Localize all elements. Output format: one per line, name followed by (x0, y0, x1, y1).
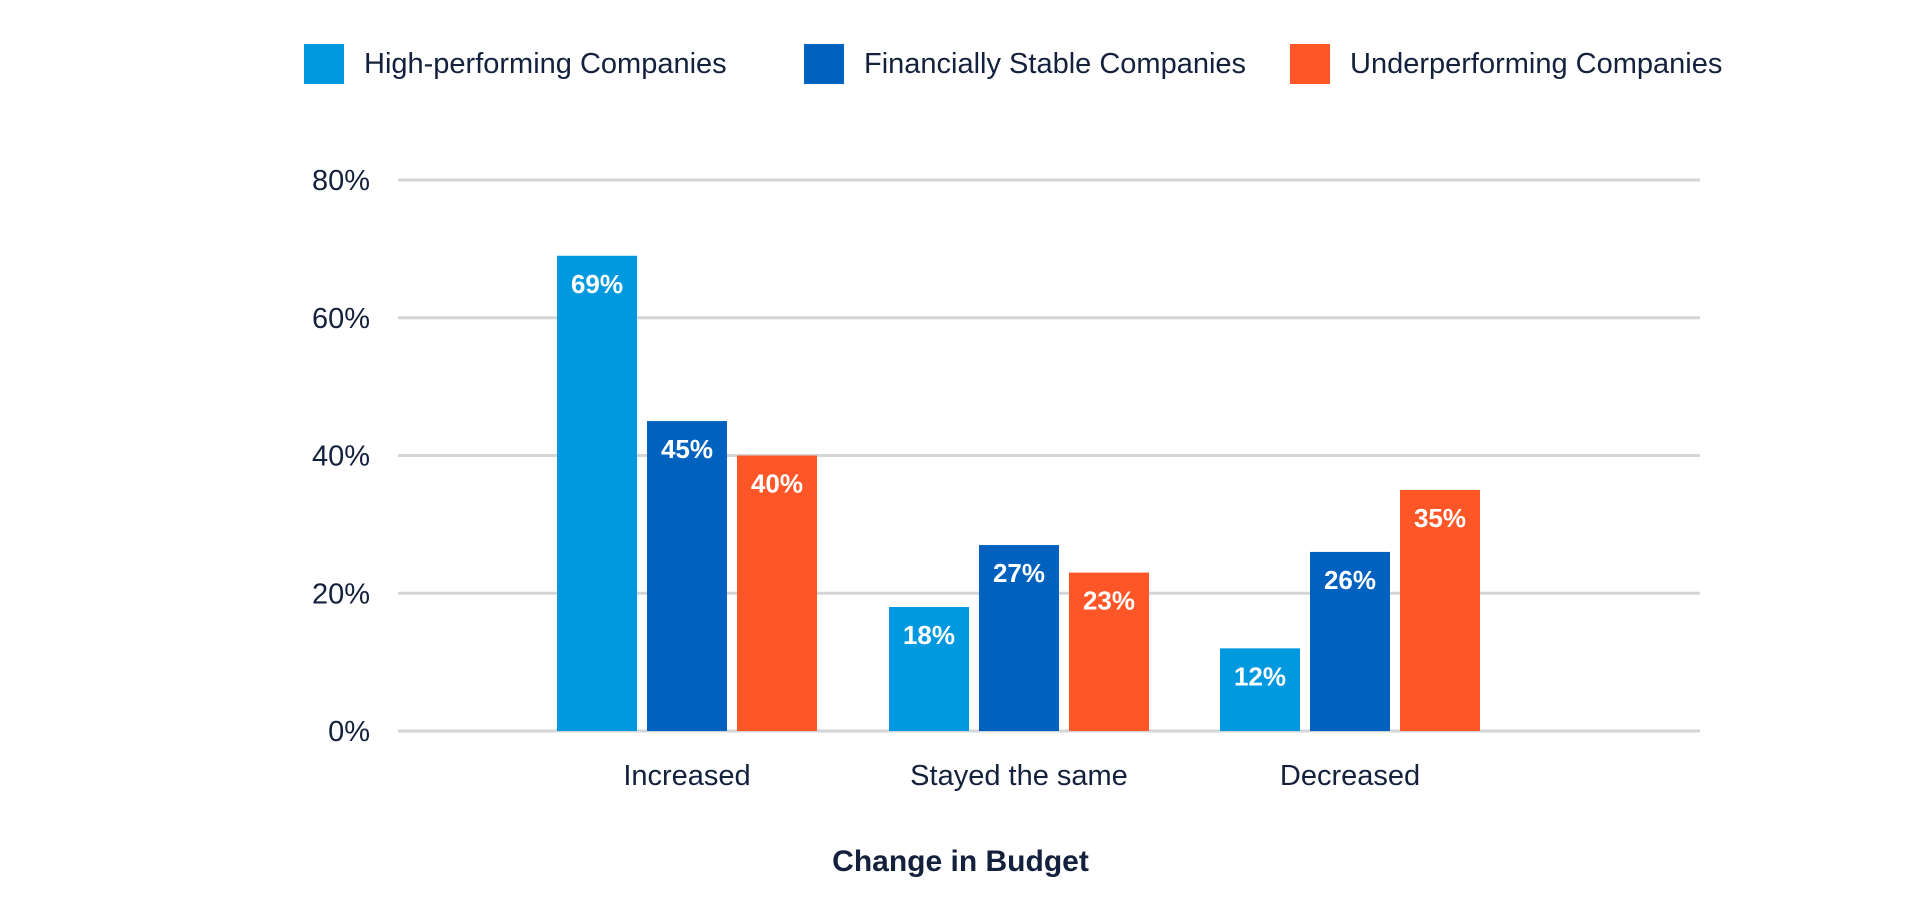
data-label: 18% (903, 620, 955, 650)
data-label: 35% (1414, 503, 1466, 533)
bar (979, 545, 1059, 731)
data-label: 45% (661, 434, 713, 464)
data-label: 40% (751, 469, 803, 499)
bar (647, 421, 727, 731)
legend-item-underperforming: Underperforming Companies (1290, 44, 1722, 84)
legend-swatch (804, 44, 844, 84)
legend-label: Financially Stable Companies (864, 47, 1247, 80)
data-label: 12% (1234, 661, 1286, 691)
data-label: 69% (571, 269, 623, 299)
bar (557, 255, 637, 731)
x-tick-label: Decreased (1280, 760, 1420, 792)
y-tick-label: 20% (312, 578, 370, 610)
bar (889, 607, 969, 731)
legend-item-financially-stable: Financially Stable Companies (804, 44, 1246, 84)
x-axis-title: Change in Budget (832, 845, 1089, 878)
bar (1400, 489, 1480, 731)
data-label: 26% (1324, 565, 1376, 595)
legend-label: High-performing Companies (364, 47, 727, 80)
x-tick-label: Increased (623, 760, 750, 792)
bar (737, 455, 817, 731)
y-tick-label: 80% (312, 165, 370, 197)
legend-label: Underperforming Companies (1350, 47, 1723, 80)
y-tick-label: 0% (328, 716, 370, 748)
bar (1310, 551, 1390, 731)
data-label: 27% (993, 558, 1045, 588)
bar (1069, 572, 1149, 731)
x-tick-label: Stayed the same (910, 760, 1128, 792)
y-tick-label: 40% (312, 441, 370, 473)
bar (1220, 648, 1300, 731)
legend-swatch (304, 44, 344, 84)
legend: High-performing Companies Financially St… (0, 44, 1921, 84)
data-label: 23% (1083, 586, 1135, 616)
legend-item-high-performing: High-performing Companies (304, 44, 727, 84)
y-tick-label: 60% (312, 303, 370, 335)
legend-swatch (1290, 44, 1330, 84)
